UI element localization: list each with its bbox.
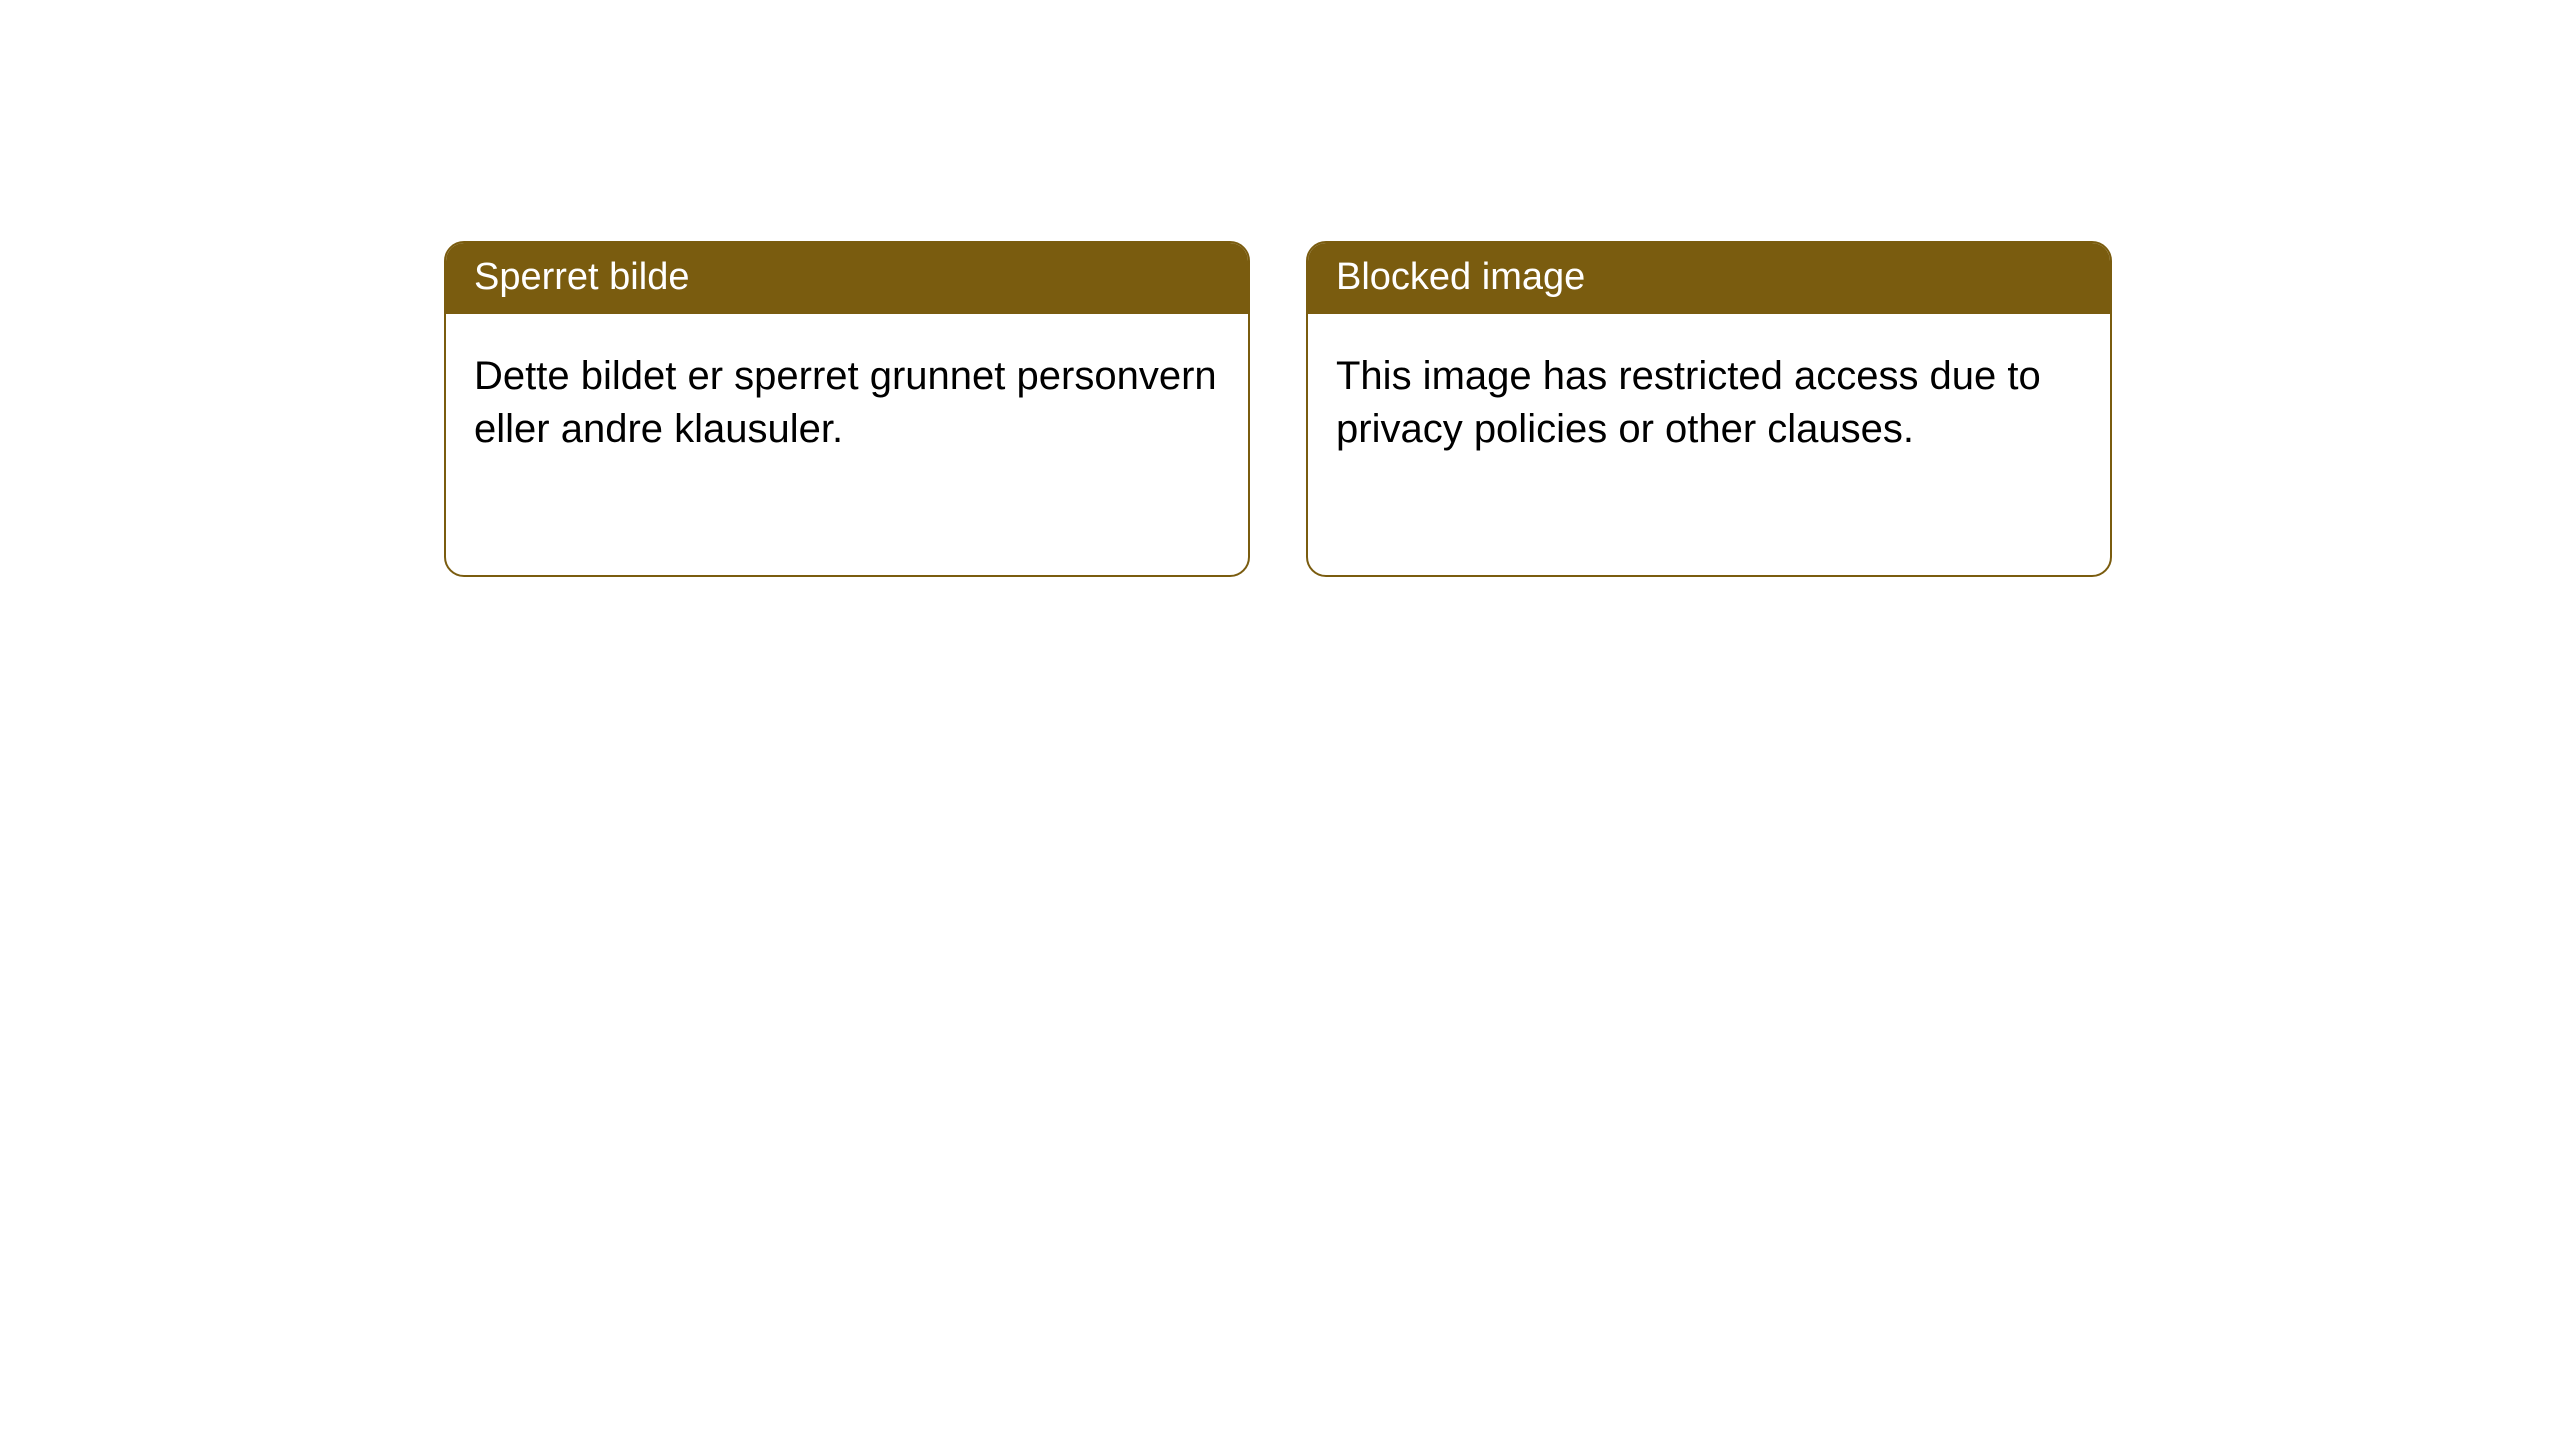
notice-container: Sperret bilde Dette bildet er sperret gr…: [0, 0, 2560, 577]
notice-card-norwegian: Sperret bilde Dette bildet er sperret gr…: [444, 241, 1250, 577]
notice-title: Sperret bilde: [446, 243, 1248, 314]
notice-body: This image has restricted access due to …: [1308, 314, 2110, 492]
notice-title: Blocked image: [1308, 243, 2110, 314]
notice-card-english: Blocked image This image has restricted …: [1306, 241, 2112, 577]
notice-body: Dette bildet er sperret grunnet personve…: [446, 314, 1248, 492]
